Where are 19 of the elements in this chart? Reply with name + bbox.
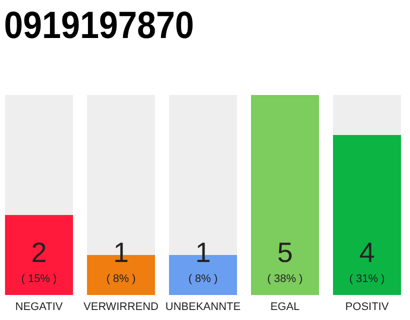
bar: [333, 135, 401, 295]
x-tick-label: EGAL: [270, 300, 300, 313]
data-label: 4: [359, 237, 375, 268]
x-tick-label: VERWIRREND: [84, 300, 159, 313]
annotation: ( 38% ): [267, 273, 303, 285]
bar: [333, 95, 401, 135]
data-label: 2: [31, 237, 47, 268]
bar: [251, 95, 319, 295]
annotation: ( 8% ): [106, 273, 136, 285]
x-tick-label: POSITIV: [345, 300, 390, 313]
x-tick-label: UNBEKANNTE: [165, 300, 241, 313]
chart-title: 0919197870: [4, 5, 216, 47]
data-label: 5: [277, 237, 293, 268]
x-tick-label: NEGATIV: [15, 300, 64, 313]
annotation: ( 31% ): [349, 273, 385, 285]
annotation: ( 8% ): [188, 273, 218, 285]
bar: [5, 215, 73, 295]
annotation: ( 15% ): [21, 273, 57, 285]
bar: [5, 95, 73, 215]
